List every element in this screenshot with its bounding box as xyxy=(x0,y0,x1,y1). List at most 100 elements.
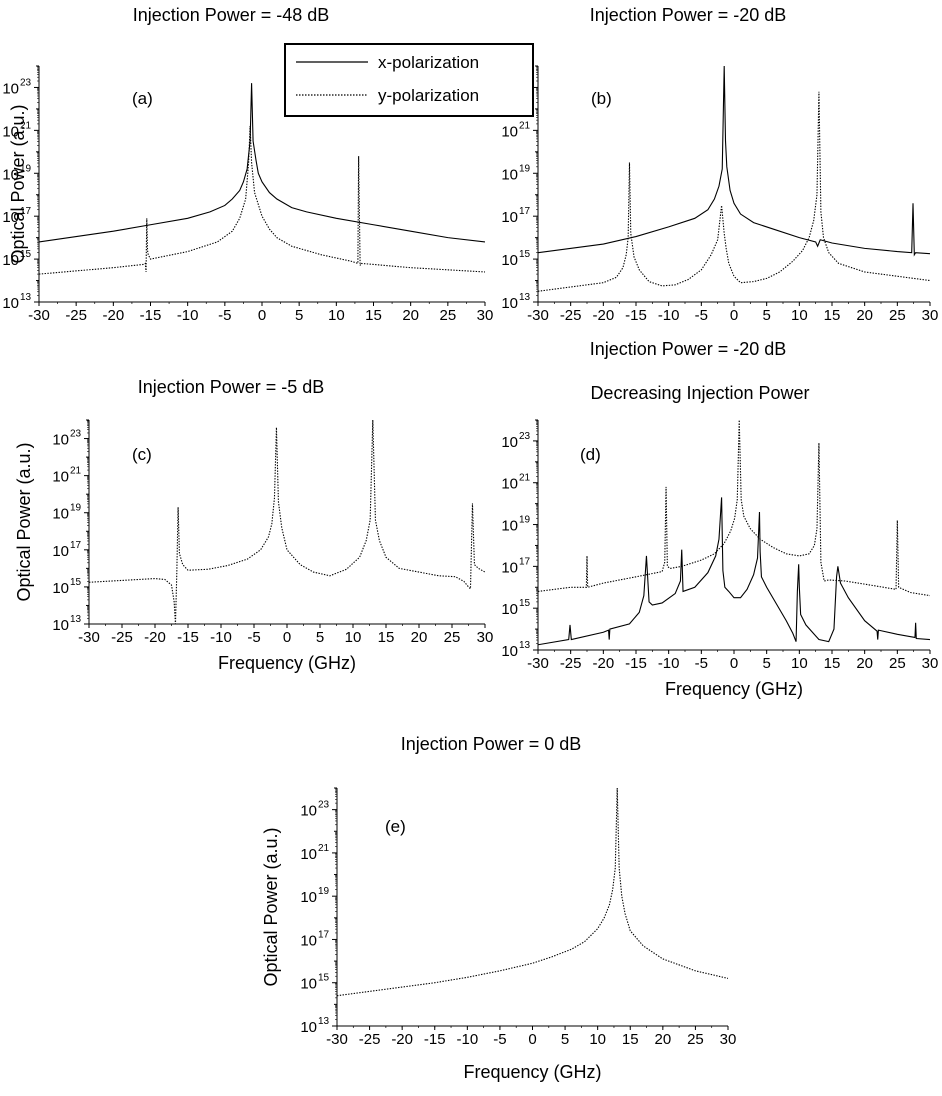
x-tick-label: -25 xyxy=(560,655,582,672)
x-tick-label: 10 xyxy=(791,307,808,324)
x-tick-label: -10 xyxy=(210,629,232,646)
y-tick-label: 10 xyxy=(300,803,317,820)
title-panel-d: Injection Power = -20 dB xyxy=(590,339,787,359)
y-tick-exponent: 19 xyxy=(20,163,32,174)
y-tick-label: 10 xyxy=(52,580,69,597)
x-tick-label: 0 xyxy=(283,629,291,646)
title-panel-c: Injection Power = -5 dB xyxy=(138,377,325,397)
x-tick-label: 25 xyxy=(439,307,456,324)
x-tick-label: 15 xyxy=(824,307,841,324)
x-tick-label: 30 xyxy=(477,629,494,646)
x-tick-label: 20 xyxy=(654,1031,671,1048)
y-tick-exponent: 17 xyxy=(20,206,32,217)
y-tick-exponent: 15 xyxy=(519,598,531,609)
y-tick-exponent: 13 xyxy=(318,1016,330,1027)
x-tick-label: -25 xyxy=(560,307,582,324)
x-tick-label: 30 xyxy=(922,307,939,324)
y-tick-exponent: 13 xyxy=(519,640,531,651)
panel-label: (d) xyxy=(580,445,601,464)
y-tick-exponent: 13 xyxy=(20,292,32,303)
x-tick-label: -15 xyxy=(424,1031,446,1048)
series-line-x-polarization xyxy=(39,83,485,243)
x-tick-label: 20 xyxy=(856,307,873,324)
y-axis-label: Optical Power (a.u.) xyxy=(14,442,34,601)
y-tick-exponent: 19 xyxy=(519,515,531,526)
panel-label: (c) xyxy=(132,445,152,464)
title-panel-a: Injection Power = -48 dB xyxy=(133,5,330,25)
y-tick-exponent: 17 xyxy=(519,556,531,567)
y-tick-label: 10 xyxy=(300,889,317,906)
x-tick-label: -25 xyxy=(65,307,87,324)
x-tick-label: 15 xyxy=(622,1031,639,1048)
x-tick-label: -15 xyxy=(625,307,647,324)
title-panel-e: Injection Power = 0 dB xyxy=(401,734,582,754)
y-tick-label: 10 xyxy=(300,932,317,949)
y-tick-exponent: 17 xyxy=(519,206,531,217)
y-tick-exponent: 19 xyxy=(70,503,82,514)
x-tick-label: -20 xyxy=(592,307,614,324)
x-tick-label: -30 xyxy=(326,1031,348,1048)
x-tick-label: -5 xyxy=(218,307,231,324)
x-tick-label: -10 xyxy=(456,1031,478,1048)
y-tick-label: 10 xyxy=(2,123,19,140)
x-tick-label: -30 xyxy=(28,307,50,324)
y-tick-label: 10 xyxy=(300,846,317,863)
x-tick-label: 15 xyxy=(365,307,382,324)
series-line-y-polarization xyxy=(337,787,728,997)
y-tick-label: 10 xyxy=(52,617,69,634)
x-tick-label: 10 xyxy=(791,655,808,672)
y-tick-exponent: 15 xyxy=(318,973,330,984)
y-tick-label: 10 xyxy=(2,80,19,97)
y-tick-label: 10 xyxy=(501,434,518,451)
x-tick-label: -25 xyxy=(111,629,133,646)
y-tick-label: 10 xyxy=(52,432,69,449)
series-line-x-polarization xyxy=(538,497,930,646)
legend: x-polarization y-polarization xyxy=(284,43,534,117)
legend-box xyxy=(284,43,534,117)
x-tick-label: 15 xyxy=(824,655,841,672)
y-tick-label: 10 xyxy=(501,123,518,140)
x-tick-label: -30 xyxy=(78,629,100,646)
x-tick-label: 30 xyxy=(720,1031,737,1048)
y-tick-exponent: 21 xyxy=(318,843,330,854)
y-tick-label: 10 xyxy=(501,166,518,183)
y-tick-label: 10 xyxy=(501,601,518,618)
x-tick-label: 0 xyxy=(258,307,266,324)
x-tick-label: 5 xyxy=(561,1031,569,1048)
y-tick-exponent: 21 xyxy=(519,120,531,131)
x-tick-label: -20 xyxy=(391,1031,413,1048)
x-tick-label: -10 xyxy=(658,655,680,672)
x-tick-label: 10 xyxy=(345,629,362,646)
y-tick-exponent: 15 xyxy=(20,249,32,260)
x-axis-label: Frequency (GHz) xyxy=(665,679,803,699)
y-tick-label: 10 xyxy=(501,252,518,269)
panel-label: (a) xyxy=(132,89,153,108)
y-tick-label: 10 xyxy=(501,559,518,576)
y-tick-exponent: 17 xyxy=(318,929,330,940)
y-tick-exponent: 23 xyxy=(318,800,330,811)
x-tick-label: 25 xyxy=(889,655,906,672)
y-tick-label: 10 xyxy=(2,295,19,312)
y-tick-exponent: 13 xyxy=(519,292,531,303)
x-tick-label: -5 xyxy=(695,655,708,672)
y-tick-label: 10 xyxy=(52,543,69,560)
y-tick-exponent: 21 xyxy=(70,466,82,477)
panel-label: (e) xyxy=(385,817,406,836)
x-tick-label: 0 xyxy=(730,655,738,672)
y-tick-label: 10 xyxy=(2,166,19,183)
x-tick-label: -20 xyxy=(102,307,124,324)
x-tick-label: -30 xyxy=(527,307,549,324)
x-axis-label: Frequency (GHz) xyxy=(218,653,356,673)
legend-label-y-polarization: y-polarization xyxy=(378,86,479,105)
panel-label: (b) xyxy=(591,89,612,108)
y-tick-exponent: 23 xyxy=(519,431,531,442)
x-tick-label: -20 xyxy=(144,629,166,646)
x-tick-label: -30 xyxy=(527,655,549,672)
y-tick-label: 10 xyxy=(501,476,518,493)
title-panel-b: Injection Power = -20 dB xyxy=(590,5,787,25)
x-tick-label: -25 xyxy=(359,1031,381,1048)
x-tick-label: 5 xyxy=(762,655,770,672)
